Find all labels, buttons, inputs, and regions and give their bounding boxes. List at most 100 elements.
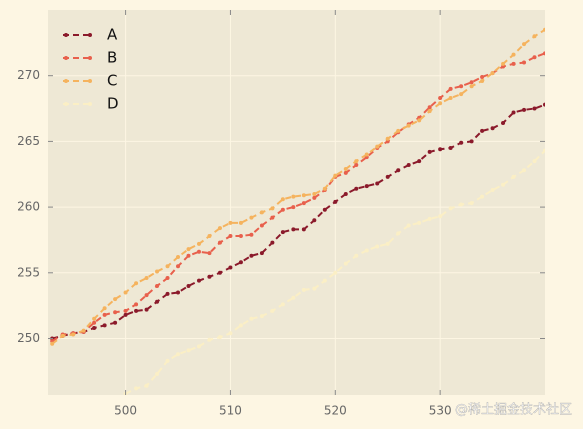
- point: [385, 136, 390, 141]
- point: [459, 140, 464, 145]
- x-tick-label: 500: [114, 404, 137, 418]
- point: [522, 107, 527, 112]
- point: [469, 84, 474, 89]
- legend-marker: [88, 33, 92, 37]
- point: [92, 316, 97, 321]
- point: [270, 206, 275, 211]
- point: [280, 230, 285, 235]
- point: [427, 109, 432, 114]
- point: [354, 163, 359, 168]
- point: [81, 328, 86, 333]
- point: [406, 223, 411, 228]
- point: [301, 193, 306, 198]
- legend-marker: [88, 56, 92, 60]
- point: [396, 231, 401, 236]
- point: [102, 312, 107, 317]
- point: [291, 205, 296, 210]
- y-tick-label: 270: [17, 68, 40, 82]
- point: [343, 261, 348, 266]
- point: [165, 358, 170, 363]
- point: [113, 320, 118, 325]
- point: [312, 218, 317, 223]
- point: [354, 253, 359, 258]
- point: [406, 163, 411, 168]
- point: [186, 247, 191, 252]
- point: [134, 302, 139, 307]
- point: [490, 71, 495, 76]
- point: [417, 159, 422, 164]
- legend-marker: [88, 102, 92, 106]
- point: [291, 295, 296, 300]
- point: [270, 240, 275, 245]
- point: [312, 191, 317, 196]
- legend-label: B: [107, 49, 117, 67]
- point: [490, 126, 495, 131]
- point: [511, 61, 516, 66]
- point: [354, 186, 359, 191]
- point: [196, 249, 201, 254]
- point: [448, 206, 453, 211]
- point: [312, 286, 317, 291]
- point: [102, 323, 107, 328]
- point: [134, 386, 139, 391]
- point: [186, 253, 191, 258]
- point: [532, 34, 537, 39]
- point: [459, 202, 464, 207]
- point: [280, 207, 285, 212]
- point: [102, 306, 107, 311]
- point: [343, 166, 348, 171]
- x-tick-label: 530: [429, 404, 452, 418]
- series-line: [51, 28, 545, 345]
- point: [543, 148, 545, 153]
- point: [301, 287, 306, 292]
- point: [207, 234, 212, 239]
- point: [144, 276, 149, 281]
- point: [469, 139, 474, 144]
- point: [144, 383, 149, 388]
- point: [364, 184, 369, 189]
- point: [448, 96, 453, 101]
- point: [238, 220, 243, 225]
- series-line: [51, 52, 545, 342]
- point: [155, 269, 160, 274]
- point: [322, 186, 327, 191]
- point: [480, 128, 485, 133]
- point: [501, 182, 506, 187]
- point: [176, 352, 181, 357]
- point: [270, 215, 275, 220]
- point: [322, 207, 327, 212]
- point: [155, 371, 160, 376]
- point: [60, 333, 65, 338]
- point: [113, 297, 118, 302]
- point: [155, 299, 160, 304]
- point: [280, 302, 285, 307]
- y-tick-label: 250: [17, 331, 40, 345]
- point: [165, 291, 170, 296]
- point: [543, 27, 545, 32]
- point: [217, 270, 222, 275]
- point: [301, 201, 306, 206]
- point: [155, 283, 160, 288]
- point: [280, 197, 285, 202]
- point: [427, 216, 432, 221]
- point: [543, 51, 545, 56]
- point: [249, 253, 254, 258]
- point: [522, 168, 527, 173]
- point: [469, 80, 474, 85]
- point: [438, 101, 443, 106]
- point: [427, 105, 432, 110]
- point: [196, 344, 201, 349]
- point: [396, 128, 401, 133]
- point: [522, 60, 527, 65]
- point: [459, 92, 464, 97]
- point: [511, 174, 516, 179]
- point: [364, 152, 369, 157]
- point: [301, 227, 306, 232]
- point: [217, 226, 222, 231]
- point: [228, 234, 233, 239]
- point: [249, 232, 254, 237]
- point: [333, 270, 338, 275]
- point: [501, 121, 506, 126]
- point: [249, 215, 254, 220]
- point: [406, 123, 411, 128]
